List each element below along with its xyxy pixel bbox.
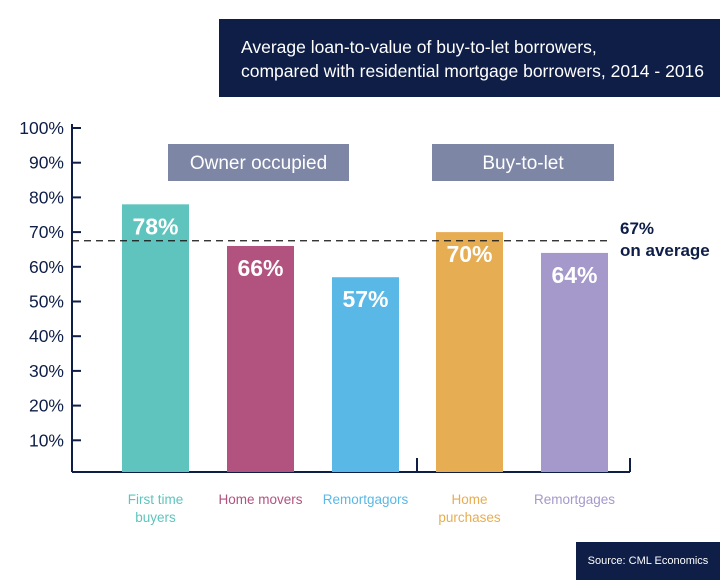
category-label: Home movers [218,492,302,507]
bar-value-label: 70% [446,241,492,267]
y-tick-label: 40% [29,326,64,346]
average-label: on average [620,241,710,260]
group-header-label: Owner occupied [190,153,327,174]
bar-value-label: 78% [132,213,178,239]
chart-title-line-1: Average loan-to-value of buy-to-let borr… [241,37,597,57]
bar [541,252,608,472]
category-label: buyers [135,510,176,525]
y-tick-label: 80% [29,187,64,207]
y-tick-label: 100% [19,118,64,138]
group-header-label: Buy-to-let [482,153,564,174]
y-tick-label: 10% [29,430,64,450]
bar [122,204,189,472]
bar [227,245,294,472]
y-tick-label: 50% [29,292,64,312]
y-tick-label: 90% [29,153,64,173]
chart-title-line-2: compared with residential mortgage borro… [241,61,705,81]
y-tick-label: 60% [29,257,64,277]
bar-value-label: 64% [551,262,597,288]
category-label: First time [128,492,184,507]
y-tick-label: 20% [29,396,64,416]
bar-value-label: 66% [237,255,283,281]
bar-value-label: 57% [342,286,388,312]
average-label: 67% [620,219,654,238]
group-header-box [168,144,349,181]
y-tick-label: 70% [29,222,64,242]
group-header-box [432,144,614,181]
category-label: Remortgages [534,492,615,507]
bar [436,232,503,472]
category-label: purchases [438,510,501,525]
bar [332,277,399,472]
y-tick-label: 30% [29,361,64,381]
chart-title: Average loan-to-value of buy-to-let borr… [219,19,720,97]
category-label: Home [451,492,487,507]
category-label: Remortgagors [323,492,409,507]
source-note: Source: CML Economics [576,542,720,580]
